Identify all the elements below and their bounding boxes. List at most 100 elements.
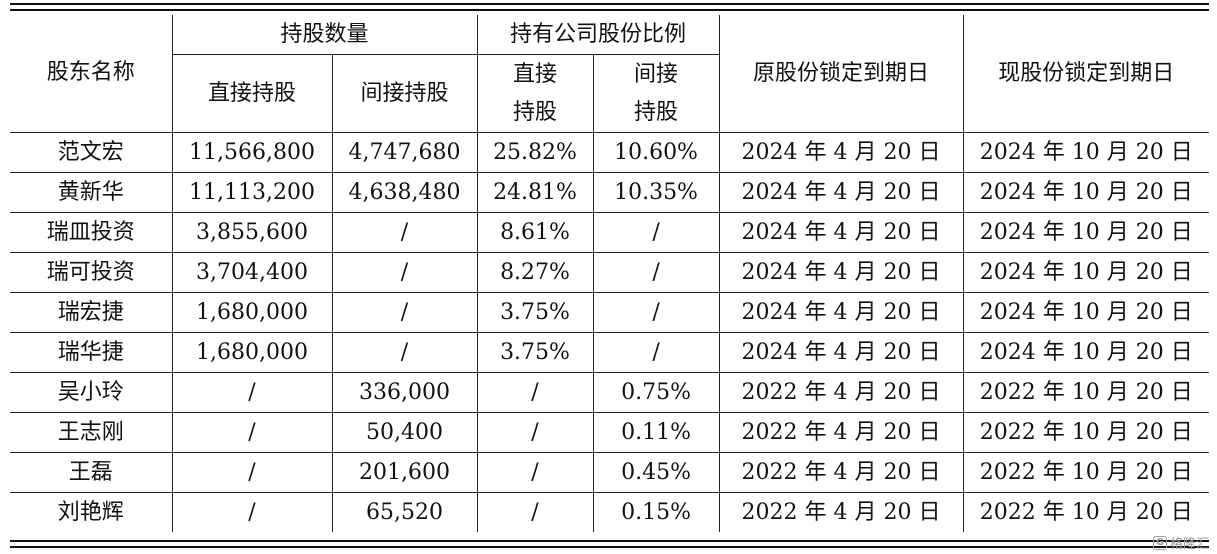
cell-indirect-shares: 201,600	[331, 452, 478, 493]
cell-original-lock: 2022 年 4 月 20 日	[718, 492, 964, 532]
cell-current-lock: 2024 年 10 月 20 日	[962, 252, 1210, 293]
cell-indirect-ratio: /	[592, 212, 720, 253]
table-row: 瑞宏捷 1,680,000 / 3.75% / 2024 年 4 月 20 日 …	[10, 292, 1210, 333]
header-current-lock-date: 现股份锁定到期日	[962, 15, 1210, 133]
header-indirect-holding: 间接持股	[331, 54, 478, 133]
top-rule-outer	[10, 3, 1209, 5]
cell-name: 王志刚	[10, 412, 173, 453]
cell-direct-ratio: /	[476, 372, 594, 413]
cell-name: 瑞宏捷	[10, 292, 173, 333]
cell-direct-ratio: 3.75%	[476, 292, 594, 333]
table-row: 吴小玲 / 336,000 / 0.75% 2022 年 4 月 20 日 20…	[10, 372, 1210, 413]
cell-direct-shares: 1,680,000	[171, 332, 333, 373]
header-indirect-ratio-line2: 持股	[634, 99, 679, 125]
cell-indirect-ratio: /	[592, 332, 720, 373]
cell-indirect-ratio: 10.35%	[592, 172, 720, 213]
header-direct-ratio-line2: 持股	[513, 99, 558, 125]
cell-current-lock: 2022 年 10 月 20 日	[962, 492, 1210, 532]
cell-direct-shares: 1,680,000	[171, 292, 333, 333]
cell-original-lock: 2024 年 4 月 20 日	[718, 252, 964, 293]
cell-direct-ratio: 25.82%	[476, 132, 594, 173]
cell-direct-ratio: 8.61%	[476, 212, 594, 253]
cell-direct-shares: 11,566,800	[171, 132, 333, 173]
cell-indirect-ratio: 0.15%	[592, 492, 720, 532]
cell-name: 范文宏	[10, 132, 173, 173]
table-row: 王磊 / 201,600 / 0.45% 2022 年 4 月 20 日 202…	[10, 452, 1210, 493]
cell-original-lock: 2024 年 4 月 20 日	[718, 132, 964, 173]
cell-direct-shares: 3,855,600	[171, 212, 333, 253]
cell-indirect-shares: /	[331, 212, 478, 253]
cell-direct-ratio: 8.27%	[476, 252, 594, 293]
cell-direct-ratio: /	[476, 452, 594, 493]
cell-indirect-shares: /	[331, 252, 478, 293]
cell-indirect-ratio: /	[592, 292, 720, 333]
cell-indirect-ratio: 10.60%	[592, 132, 720, 173]
cell-name: 王磊	[10, 452, 173, 493]
header-shares-held: 持股数量	[171, 15, 478, 55]
shareholding-lock-table: 股东名称 持股数量 持有公司股份比例 原股份锁定到期日 现股份锁定到期日 直接持…	[10, 15, 1210, 532]
cell-current-lock: 2024 年 10 月 20 日	[962, 132, 1210, 173]
cell-current-lock: 2024 年 10 月 20 日	[962, 172, 1210, 213]
header-indirect-ratio-line1: 间接	[634, 61, 679, 87]
header-shareholder-name: 股东名称	[10, 15, 173, 133]
cell-direct-ratio: /	[476, 492, 594, 532]
watermark: G 格隆汇	[1152, 533, 1209, 552]
cell-name: 吴小玲	[10, 372, 173, 413]
cell-current-lock: 2022 年 10 月 20 日	[962, 452, 1210, 493]
cell-original-lock: 2022 年 4 月 20 日	[718, 452, 964, 493]
watermark-logo-icon: G	[1152, 535, 1167, 550]
table-row: 黄新华 11,113,200 4,638,480 24.81% 10.35% 2…	[10, 172, 1210, 213]
cell-name: 瑞华捷	[10, 332, 173, 373]
cell-indirect-ratio: 0.11%	[592, 412, 720, 453]
header-direct-holding: 直接持股	[172, 54, 333, 133]
header-row-1: 股东名称 持股数量 持有公司股份比例 原股份锁定到期日 现股份锁定到期日	[10, 15, 1210, 133]
table-row: 刘艳辉 / 65,520 / 0.15% 2022 年 4 月 20 日 202…	[10, 492, 1210, 532]
cell-original-lock: 2024 年 4 月 20 日	[718, 292, 964, 333]
top-rule-inner	[10, 9, 1209, 11]
cell-direct-shares: /	[171, 372, 333, 413]
cell-indirect-shares: 4,638,480	[331, 172, 478, 213]
cell-direct-shares: /	[171, 452, 333, 493]
watermark-text: 格隆汇	[1169, 537, 1209, 552]
cell-indirect-shares: 336,000	[331, 372, 478, 413]
cell-indirect-shares: 4,747,680	[331, 132, 478, 173]
cell-name: 瑞可投资	[10, 252, 173, 293]
cell-direct-shares: /	[171, 492, 333, 532]
cell-original-lock: 2024 年 4 月 20 日	[718, 212, 964, 253]
header-indirect-ratio: 间接 持股	[592, 54, 720, 133]
cell-indirect-shares: /	[331, 292, 478, 333]
header-holding-ratio: 持有公司股份比例	[476, 15, 720, 55]
cell-direct-shares: 3,704,400	[171, 252, 333, 293]
header-direct-ratio-line1: 直接	[513, 61, 558, 87]
cell-original-lock: 2024 年 4 月 20 日	[718, 172, 964, 213]
cell-indirect-ratio: 0.75%	[592, 372, 720, 413]
cell-current-lock: 2022 年 10 月 20 日	[962, 372, 1210, 413]
table-row: 范文宏 11,566,800 4,747,680 25.82% 10.60% 2…	[10, 132, 1210, 173]
cell-original-lock: 2024 年 4 月 20 日	[718, 332, 964, 373]
cell-direct-ratio: 3.75%	[476, 332, 594, 373]
table-row: 瑞皿投资 3,855,600 / 8.61% / 2024 年 4 月 20 日…	[10, 212, 1210, 253]
header-direct-ratio: 直接 持股	[476, 54, 594, 133]
cell-direct-ratio: 24.81%	[476, 172, 594, 213]
cell-indirect-shares: /	[331, 332, 478, 373]
table-row: 瑞可投资 3,704,400 / 8.27% / 2024 年 4 月 20 日…	[10, 252, 1210, 293]
header-original-lock-date: 原股份锁定到期日	[718, 15, 964, 133]
cell-original-lock: 2022 年 4 月 20 日	[718, 412, 964, 453]
cell-current-lock: 2024 年 10 月 20 日	[962, 292, 1210, 333]
cell-name: 刘艳辉	[10, 492, 173, 532]
cell-current-lock: 2024 年 10 月 20 日	[962, 212, 1210, 253]
bottom-rule-outer	[10, 546, 1209, 548]
cell-name: 黄新华	[10, 172, 173, 213]
cell-direct-ratio: /	[476, 412, 594, 453]
cell-name: 瑞皿投资	[10, 212, 173, 253]
cell-current-lock: 2024 年 10 月 20 日	[962, 332, 1210, 373]
cell-direct-shares: 11,113,200	[171, 172, 333, 213]
table-row: 瑞华捷 1,680,000 / 3.75% / 2024 年 4 月 20 日 …	[10, 332, 1210, 373]
cell-indirect-ratio: 0.45%	[592, 452, 720, 493]
cell-direct-shares: /	[171, 412, 333, 453]
cell-original-lock: 2022 年 4 月 20 日	[718, 372, 964, 413]
cell-indirect-ratio: /	[592, 252, 720, 293]
cell-indirect-shares: 65,520	[331, 492, 478, 532]
cell-indirect-shares: 50,400	[331, 412, 478, 453]
table-row: 王志刚 / 50,400 / 0.11% 2022 年 4 月 20 日 202…	[10, 412, 1210, 453]
